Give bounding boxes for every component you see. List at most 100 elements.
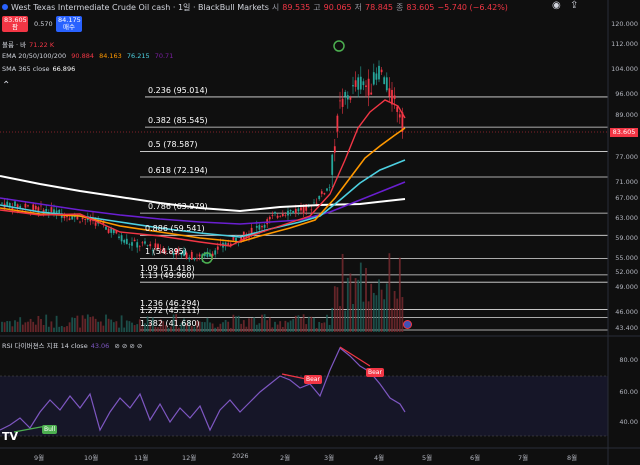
volume-bar <box>222 322 224 332</box>
buy-button[interactable]: 84.175 매수 <box>56 16 82 32</box>
candle-body <box>401 112 404 132</box>
candle-body <box>365 85 367 87</box>
candle-body <box>261 226 263 228</box>
volume-bar <box>175 314 178 332</box>
candle-body <box>177 249 180 251</box>
volume-bar <box>136 324 139 332</box>
volume-bar <box>281 327 284 332</box>
candle-body <box>216 246 219 250</box>
price-axis-label: 89.000 <box>615 111 638 119</box>
ohlc-low-value: 78.845 <box>365 2 394 12</box>
volume-bar <box>307 316 310 332</box>
volume-bar <box>193 326 196 332</box>
candle-body <box>123 239 126 243</box>
fib-label: 0.5 (78.587) <box>148 140 198 150</box>
camera-icon[interactable]: ◉ <box>552 0 561 11</box>
price-axis-label: 96.000 <box>615 90 638 98</box>
candle-body <box>276 215 279 218</box>
sell-button[interactable]: 83.605 팜 <box>2 16 28 32</box>
price-axis-label: 77.000 <box>615 153 638 161</box>
time-axis-label: 12월 <box>182 454 197 462</box>
screenshot-icon[interactable]: ⇪ <box>570 0 579 11</box>
volume-bar <box>50 321 53 332</box>
candle-body <box>19 205 22 209</box>
candle-body <box>175 248 178 256</box>
candle-body <box>32 204 35 211</box>
candle-body <box>297 208 300 212</box>
candle-body <box>281 213 284 217</box>
candle-body <box>287 210 289 216</box>
candle-body <box>331 154 334 175</box>
volume-bar <box>232 314 235 332</box>
us-flag-icon[interactable] <box>403 320 412 329</box>
volume-bar <box>29 318 32 332</box>
volume-bar <box>105 314 107 332</box>
volume-bar <box>214 327 217 332</box>
candle-body <box>375 73 378 80</box>
candle-body <box>185 252 188 259</box>
volume-bar <box>131 322 133 332</box>
volume-bar <box>300 318 302 332</box>
volume-bar <box>359 262 362 332</box>
volume-legend[interactable]: 볼륨 · 바 71.22 K <box>2 41 55 49</box>
volume-bar <box>380 289 383 332</box>
volume-bar <box>8 321 11 332</box>
volume-bar <box>326 314 328 332</box>
volume-bar <box>162 321 165 332</box>
tradingview-logo: TV <box>2 430 19 443</box>
volume-bar <box>40 319 42 332</box>
candle-body <box>11 207 14 210</box>
volume-bar <box>287 322 289 332</box>
candle-body <box>8 203 11 208</box>
volume-bar <box>391 308 393 332</box>
bear-divergence-line-2 <box>339 346 371 367</box>
price-axis-label: 49.000 <box>615 283 638 291</box>
volume-bar <box>297 315 300 332</box>
symbol-title[interactable]: West Texas Intermediate Crude Oil cash ·… <box>11 2 269 12</box>
volume-bar <box>89 316 92 332</box>
volume-bar <box>16 321 19 332</box>
time-axis-label: 6월 <box>470 454 481 462</box>
candle-body <box>94 222 97 226</box>
current-price-tag: 83.605 <box>610 128 638 137</box>
volume-bar <box>141 326 144 332</box>
collapse-chevron-icon[interactable]: ⌃ <box>2 80 11 91</box>
candle-body <box>323 193 326 195</box>
candle-body <box>258 225 261 230</box>
rsi-legend[interactable]: RSI 다이버젼스 지표 14 close 43.06 ⊘ ⊘ ⊘ ⊘ <box>2 342 143 350</box>
volume-bar <box>271 327 274 332</box>
sma-legend[interactable]: SMA 365 close 66.896 <box>2 65 76 73</box>
volume-bar <box>341 253 344 332</box>
candle-body <box>40 205 42 207</box>
volume-bar <box>336 287 339 332</box>
candle-body <box>53 209 55 216</box>
fib-label: 0.618 (72.194) <box>148 166 208 176</box>
volume-bar <box>151 317 154 332</box>
fib-label: 0.886 (59.541) <box>145 224 205 234</box>
volume-bar <box>97 321 100 332</box>
volume-bar <box>185 323 188 332</box>
candle-body <box>294 208 297 214</box>
candle-body <box>107 228 110 233</box>
candle-body <box>24 203 27 208</box>
candle-body <box>128 243 131 245</box>
candle-body <box>188 257 191 260</box>
candle-body <box>71 216 74 220</box>
candle-body <box>224 242 227 247</box>
volume-bar <box>123 327 126 332</box>
candle-body <box>255 226 258 228</box>
volume-bars <box>1 253 404 332</box>
price-axis-label: 52.000 <box>615 268 638 276</box>
candle-body <box>138 245 141 247</box>
volume-bar <box>84 318 87 332</box>
volume-bar <box>313 317 315 332</box>
price-axis-label: 43.400 <box>615 324 638 332</box>
candle-body <box>370 92 373 95</box>
candle-body <box>352 85 354 87</box>
volume-bar <box>128 321 131 332</box>
candle-body <box>284 215 287 216</box>
ema-legend[interactable]: EMA 20/50/100/200 90.884 84.163 76.215 7… <box>2 52 174 60</box>
volume-bar <box>60 325 63 332</box>
volume-bar <box>284 320 287 332</box>
